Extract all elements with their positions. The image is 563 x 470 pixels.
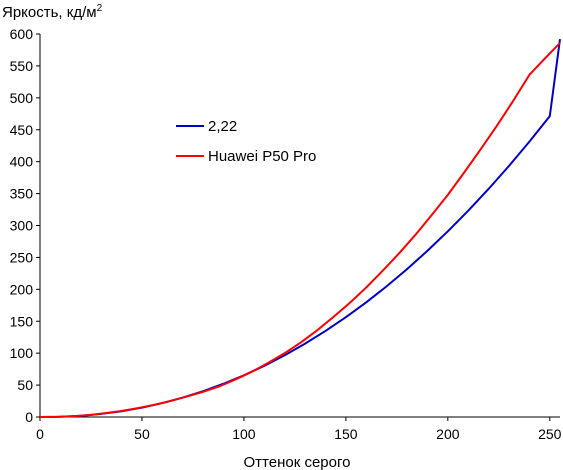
x-axis: 0 50 100 150 200 250 — [36, 417, 562, 442]
y-tick-label: 400 — [10, 154, 34, 170]
series-layer — [39, 38, 561, 418]
y-tick-label: 600 — [10, 26, 34, 42]
y-axis-title-text: Яркость, кд/м — [2, 4, 97, 21]
y-tick-label: 200 — [10, 281, 34, 297]
y-tick-label: 300 — [10, 218, 34, 234]
y-tick-label: 500 — [10, 90, 34, 106]
y-tick-label: 0 — [25, 409, 33, 425]
x-tick-label: 0 — [36, 426, 44, 442]
y-tick-label: 150 — [10, 313, 34, 329]
y-tick-label: 550 — [10, 58, 34, 74]
x-tick-label: 50 — [134, 426, 150, 442]
y-tick-label: 100 — [10, 345, 34, 361]
series-line-1 — [39, 42, 561, 418]
legend-label-1: Huawei P50 Pro — [208, 148, 316, 165]
x-axis-title: Оттенок серого — [244, 454, 351, 470]
x-tick-label: 200 — [436, 426, 460, 442]
y-axis-title: Яркость, кд/м2 — [2, 3, 103, 21]
y-tick-label: 50 — [17, 377, 33, 393]
y-axis-title-superscript: 2 — [97, 3, 103, 14]
y-tick-label: 450 — [10, 122, 34, 138]
legend-label-0: 2,22 — [208, 118, 237, 135]
y-tick-label: 250 — [10, 249, 34, 265]
series-line-0 — [39, 38, 561, 418]
x-tick-label: 100 — [232, 426, 256, 442]
x-tick-label: 250 — [538, 426, 562, 442]
legend: 2,22 Huawei P50 Pro — [176, 118, 316, 165]
y-tick-label: 350 — [10, 186, 34, 202]
y-axis: 0 50 100 150 200 250 300 350 400 450 500 550 600 — [10, 26, 40, 425]
plot-area — [39, 34, 560, 418]
x-tick-label: 150 — [334, 426, 358, 442]
